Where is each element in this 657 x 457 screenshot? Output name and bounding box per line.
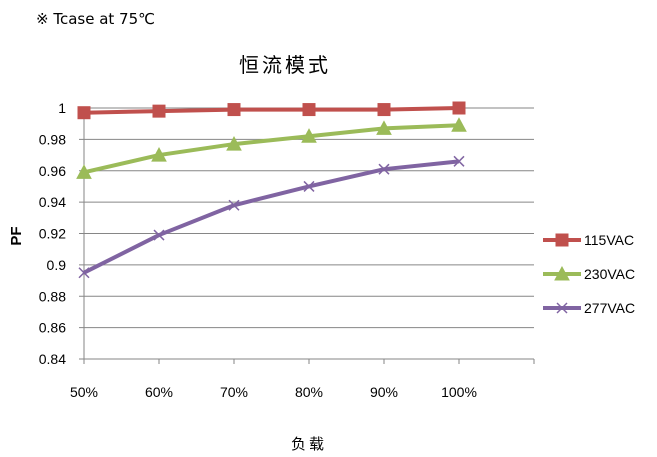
y-tick-label: 0.96 (39, 163, 66, 179)
series-230VAC (76, 117, 467, 179)
data-point (153, 229, 165, 241)
legend-item-115VAC: 115VAC (543, 232, 634, 248)
chart-title: 恒流模式 (239, 53, 331, 77)
data-point (453, 155, 465, 167)
y-tick-label: 0.9 (47, 257, 67, 273)
series-line (83, 159, 460, 275)
x-marker-stroke (228, 199, 240, 211)
series-277VAC (78, 155, 465, 279)
legend-marker (554, 265, 570, 281)
x-marker-stroke (153, 229, 165, 241)
x-tick-label: 100% (441, 384, 477, 400)
x-tick-labels: 50% 60% 70% 80% 90% 100% (70, 384, 477, 400)
legend-item-230VAC: 230VAC (543, 265, 635, 282)
legend-item-277VAC: 277VAC (543, 300, 635, 316)
data-point (78, 267, 90, 279)
data-point (302, 103, 316, 117)
y-tick-label: 0.88 (39, 288, 66, 304)
data-point (76, 164, 92, 179)
x-tick-label: 70% (220, 384, 248, 400)
x-marker-stroke (78, 267, 90, 279)
y-tick-label: 0.94 (39, 194, 66, 210)
series-lines (76, 101, 467, 279)
legend-marker (556, 302, 568, 314)
data-point (228, 199, 240, 211)
axes (79, 107, 535, 364)
legend: 115VAC 230VAC 277VAC (543, 232, 635, 316)
tcase-note: ※ Tcase at 75℃ (36, 10, 155, 28)
y-tick-label: 0.98 (39, 131, 66, 147)
legend-label: 115VAC (584, 232, 634, 248)
y-tick-label: 0.86 (39, 320, 66, 336)
y-tick-label: 0.92 (39, 226, 66, 242)
data-point (227, 103, 241, 117)
data-point (303, 180, 315, 192)
y-axis-label: PF (8, 226, 25, 245)
data-point (377, 103, 391, 117)
data-point (151, 147, 167, 162)
data-point (152, 104, 166, 118)
legend-label: 277VAC (584, 300, 635, 316)
x-tick-label: 50% (70, 384, 98, 400)
data-point (301, 128, 317, 143)
data-point (226, 136, 242, 151)
legend-label: 230VAC (584, 266, 635, 282)
x-tick-label: 90% (370, 384, 398, 400)
x-tick-label: 80% (295, 384, 323, 400)
x-marker-stroke (556, 302, 568, 314)
data-point (376, 120, 392, 135)
y-tick-label: 1 (58, 100, 66, 116)
series-115VAC (77, 101, 466, 120)
x-marker-stroke (378, 163, 390, 175)
data-point (451, 117, 467, 132)
x-tick-label: 60% (145, 384, 173, 400)
grid-lines (84, 107, 534, 360)
legend-marker (555, 233, 569, 247)
data-point (77, 106, 91, 120)
data-point (378, 163, 390, 175)
series-line (83, 123, 460, 175)
y-tick-labels: 0.84 0.86 0.88 0.9 0.92 0.94 0.96 0.98 1 (39, 100, 66, 367)
data-point (452, 101, 466, 115)
x-marker-stroke (303, 180, 315, 192)
series-line (83, 106, 460, 115)
y-tick-label: 0.84 (39, 351, 66, 367)
x-marker-stroke (453, 155, 465, 167)
x-axis-label: 负载 (291, 435, 327, 453)
